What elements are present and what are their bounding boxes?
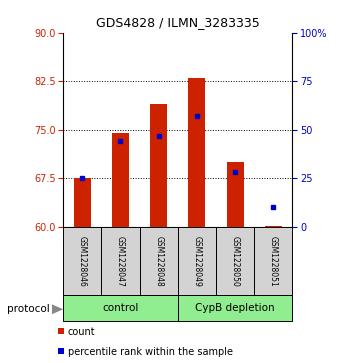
Text: protocol: protocol — [7, 304, 50, 314]
Bar — [74, 178, 91, 227]
Text: CypB depletion: CypB depletion — [195, 303, 275, 313]
Bar — [150, 104, 167, 227]
Bar — [265, 225, 282, 227]
FancyBboxPatch shape — [63, 227, 101, 296]
Title: GDS4828 / ILMN_3283335: GDS4828 / ILMN_3283335 — [96, 16, 260, 29]
Text: GSM1228047: GSM1228047 — [116, 236, 125, 287]
FancyBboxPatch shape — [63, 295, 178, 321]
Text: GSM1228048: GSM1228048 — [154, 236, 163, 287]
Bar — [188, 78, 205, 227]
Text: GSM1228051: GSM1228051 — [269, 236, 278, 287]
FancyBboxPatch shape — [254, 227, 292, 296]
Bar — [112, 133, 129, 227]
Text: count: count — [68, 327, 96, 337]
Text: GSM1228046: GSM1228046 — [78, 236, 87, 287]
FancyBboxPatch shape — [101, 227, 140, 296]
Text: percentile rank within the sample: percentile rank within the sample — [68, 347, 233, 357]
FancyBboxPatch shape — [178, 227, 216, 296]
Text: GSM1228049: GSM1228049 — [192, 236, 201, 287]
FancyBboxPatch shape — [140, 227, 178, 296]
Bar — [226, 162, 244, 227]
Polygon shape — [52, 304, 63, 314]
Text: GSM1228050: GSM1228050 — [231, 236, 240, 287]
Text: control: control — [102, 303, 139, 313]
FancyBboxPatch shape — [178, 295, 292, 321]
FancyBboxPatch shape — [216, 227, 254, 296]
